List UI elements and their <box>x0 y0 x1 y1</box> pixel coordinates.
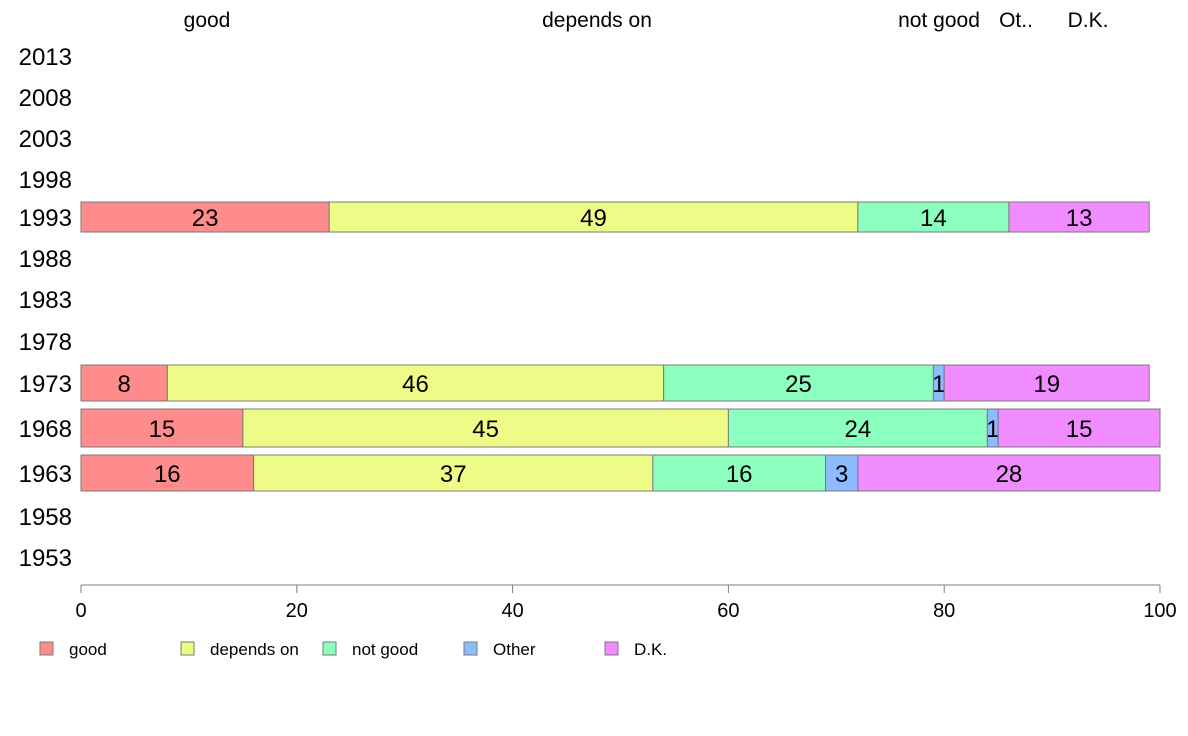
legend-label: depends on <box>210 640 299 659</box>
bar-segment <box>727 408 988 448</box>
x-tick-label: 60 <box>717 600 739 622</box>
y-tick-label: 1978 <box>19 329 72 356</box>
bar-segment <box>663 364 934 402</box>
bar-value-label: 28 <box>996 461 1023 488</box>
bar-segment <box>242 408 729 448</box>
top-label-1: depends on <box>542 9 652 32</box>
bar-value-label: 16 <box>726 461 753 488</box>
bar-value-label: 15 <box>149 416 176 443</box>
bar-segment <box>857 454 1161 492</box>
bar-segment <box>80 201 330 233</box>
y-tick-label: 1993 <box>19 205 72 232</box>
bar-value-label: 1 <box>932 371 945 398</box>
bar-value-label: 25 <box>785 371 812 398</box>
bar-segment <box>80 364 168 402</box>
top-category-labels: good depends on not good Ot.. D.K. <box>184 9 1109 32</box>
x-tick-label: 40 <box>501 600 523 622</box>
x-tick-label: 80 <box>933 600 955 622</box>
legend-swatch <box>322 641 337 656</box>
bar-value-label: 24 <box>845 416 872 443</box>
bar-value-label: 3 <box>835 461 848 488</box>
bar-value-label: 46 <box>402 371 429 398</box>
y-tick-label: 1963 <box>19 461 72 488</box>
bar-segment <box>80 454 255 492</box>
bar-value-label: 13 <box>1066 205 1093 232</box>
bar-segment <box>253 454 654 492</box>
bar-segment <box>80 408 244 448</box>
legend-label: Other <box>493 640 536 659</box>
bar-segment <box>943 364 1150 402</box>
bar-segment <box>825 454 859 492</box>
bar-segment <box>328 201 859 233</box>
y-tick-label: 1953 <box>19 545 72 572</box>
bar-value-label: 8 <box>117 371 130 398</box>
x-axis: 0 20 40 60 80 100 <box>75 584 1177 622</box>
bar-value-label: 23 <box>192 205 219 232</box>
legend-item: depends on <box>180 640 299 659</box>
top-label-0: good <box>184 9 231 32</box>
legend-item: not good <box>322 640 418 659</box>
y-tick-label: 1998 <box>19 167 72 194</box>
bar-value-label: 49 <box>580 205 607 232</box>
legend-item: Other <box>463 640 536 659</box>
y-tick-label: 2013 <box>19 44 72 71</box>
bar-segment <box>857 201 1010 233</box>
y-tick-label: 2003 <box>19 126 72 153</box>
legend-label: good <box>69 640 107 659</box>
bar-segment <box>997 408 1161 448</box>
bar-value-label: 1 <box>986 416 999 443</box>
bar-value-label: 37 <box>440 461 467 488</box>
legend-label: D.K. <box>634 640 667 659</box>
legend: good depends on not good Other D.K. <box>39 640 667 659</box>
legend-item: good <box>39 640 107 659</box>
x-tick-label: 0 <box>75 600 86 622</box>
legend-swatch <box>604 641 619 656</box>
bar-value-label: 16 <box>154 461 181 488</box>
top-label-4: D.K. <box>1068 9 1109 32</box>
top-label-2: not good <box>898 9 980 32</box>
y-tick-label: 2008 <box>19 85 72 112</box>
legend-swatch <box>463 641 478 656</box>
bar-value-label: 15 <box>1066 416 1093 443</box>
top-label-3: Ot.. <box>999 9 1033 32</box>
legend-swatch <box>39 641 54 656</box>
legend-label: not good <box>352 640 418 659</box>
y-tick-label: 1973 <box>19 371 72 398</box>
bar-value-label: 19 <box>1033 371 1060 398</box>
bar-value-label: 45 <box>472 416 499 443</box>
x-tick-label: 100 <box>1143 600 1176 622</box>
y-tick-label: 1983 <box>19 287 72 314</box>
y-tick-label: 1968 <box>19 416 72 443</box>
bar-segment <box>1008 201 1150 233</box>
y-axis-labels: 2013 2008 2003 1998 1993 1988 1983 1978 1973 1968… <box>19 44 72 572</box>
bar-segment <box>652 454 827 492</box>
y-tick-label: 1988 <box>19 246 72 273</box>
bar-value-label: 14 <box>920 205 947 232</box>
x-tick-label: 20 <box>286 600 308 622</box>
bar-segment <box>166 364 665 402</box>
legend-item: D.K. <box>604 640 667 659</box>
y-tick-label: 1958 <box>19 504 72 531</box>
legend-swatch <box>180 641 195 656</box>
